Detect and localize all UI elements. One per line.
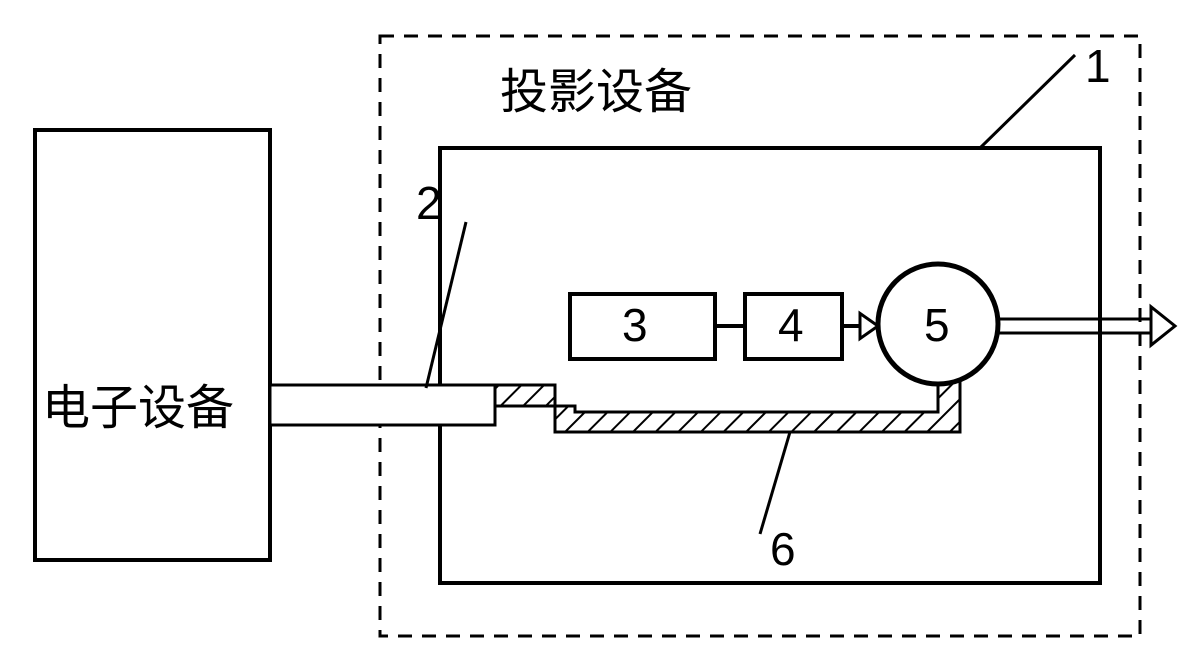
label-1: 1 — [1085, 39, 1111, 93]
diagram-container: 电子设备 投影设备 1 2 3 4 5 6 — [0, 0, 1193, 654]
label-4: 4 — [778, 298, 804, 352]
label-5: 5 — [924, 298, 950, 352]
dashed-box-label: 投影设备 — [500, 52, 692, 122]
leader-line-1 — [980, 55, 1075, 148]
label-3: 3 — [622, 298, 648, 352]
left-device-label: 电子设备 — [42, 368, 234, 438]
label-2: 2 — [416, 176, 442, 230]
label-6: 6 — [770, 522, 796, 576]
connector-2 — [270, 385, 495, 425]
inner-box-1 — [440, 148, 1100, 583]
left-device-box — [35, 130, 270, 560]
